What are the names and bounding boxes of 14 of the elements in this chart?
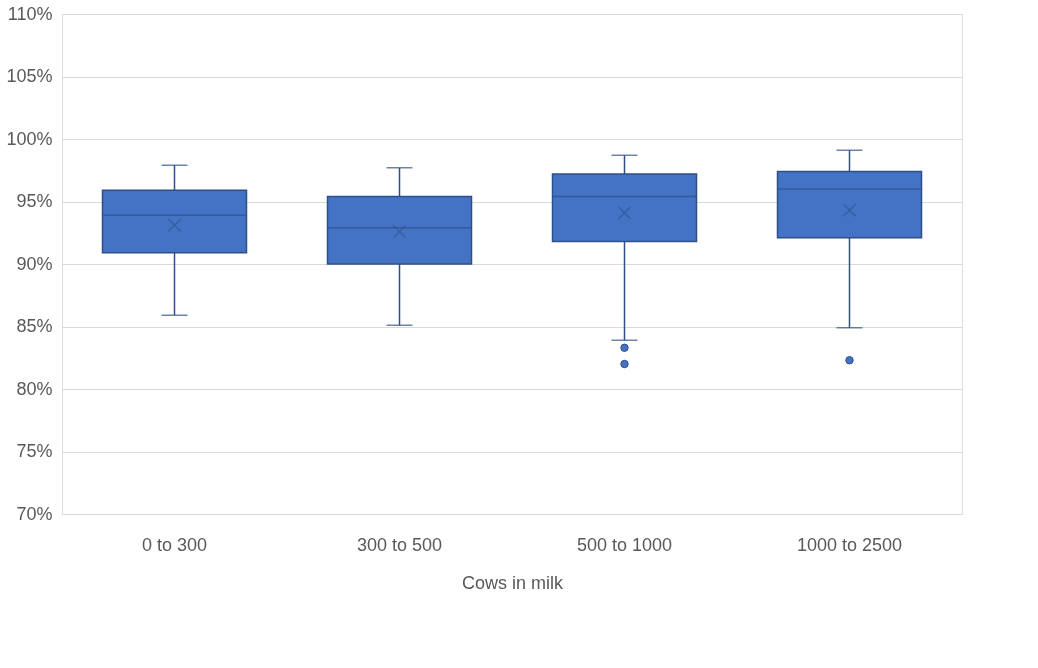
y-tick-label: 70% bbox=[16, 503, 53, 524]
y-tick-label: 85% bbox=[16, 316, 53, 336]
y-tick-label: 95% bbox=[16, 191, 53, 211]
y-tick-label: 90% bbox=[16, 253, 53, 274]
x-axis-title: Cows in milk bbox=[461, 572, 564, 593]
x-tick-label: 1000 to 2500 bbox=[796, 534, 903, 555]
y-tick-label: 100% bbox=[6, 128, 53, 149]
x-tick-label: 300 to 500 bbox=[356, 534, 443, 555]
x-tick-label: 500 to 1000 bbox=[576, 534, 673, 555]
y-tick-label: 110% bbox=[7, 3, 53, 24]
y-tick-label: 75% bbox=[16, 441, 53, 461]
x-tick-label: 0 to 300 bbox=[141, 534, 208, 555]
y-tick-label: 80% bbox=[16, 378, 53, 399]
y-tick-label: 105% bbox=[6, 66, 53, 86]
